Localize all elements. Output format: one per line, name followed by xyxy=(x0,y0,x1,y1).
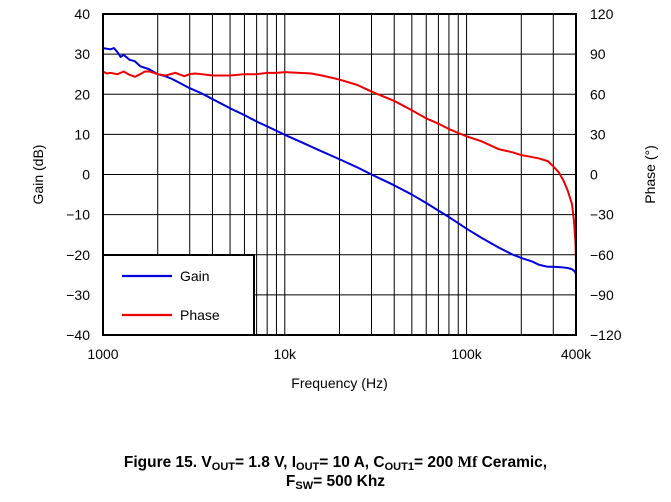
caption-line-2-part: SW xyxy=(295,480,314,492)
y-tick-label: −40 xyxy=(66,327,90,343)
legend-phase-label: Phase xyxy=(180,307,220,323)
caption-line-2-part: = 500 Khz xyxy=(313,473,386,490)
figure-caption-line-2: FSW= 500 Khz xyxy=(0,472,671,492)
y-tick-label: 30 xyxy=(74,46,90,62)
caption-line-2-part: F xyxy=(285,473,296,490)
series-line-phase xyxy=(102,70,577,262)
y-tick-label: 0 xyxy=(82,167,90,183)
plot-frame xyxy=(102,13,577,336)
bode-plot: 1000 10k 100k 400k 40 30 20 10 0 −10 −20 −30 −40 120 9… xyxy=(30,6,658,391)
caption-line-1-part: Ceramic, xyxy=(477,454,548,471)
caption-line-1-part: Figure 15. V xyxy=(123,454,212,471)
legend-box xyxy=(102,254,255,336)
y-tick-label: 20 xyxy=(74,86,90,102)
series-line-gain xyxy=(102,47,577,276)
caption-line-1-part: OUT1 xyxy=(384,461,414,473)
caption-line-1-part: OUT xyxy=(296,461,320,473)
y2-tick-label: −60 xyxy=(590,247,614,263)
y2-axis-title: Phase (°) xyxy=(642,145,658,204)
x-tick-label: 10k xyxy=(273,346,297,362)
y2-tick-label: 0 xyxy=(590,167,598,183)
x-axis-title: Frequency (Hz) xyxy=(291,375,387,391)
y2-tick-label: 90 xyxy=(590,46,606,62)
legend-gain-label: Gain xyxy=(180,268,210,284)
y-tick-label: −20 xyxy=(66,247,90,263)
y2-tick-label: −30 xyxy=(590,207,614,223)
caption-line-1-part: Mf xyxy=(457,454,478,471)
caption-line-1-part: = 1.8 V, I xyxy=(235,454,297,471)
x-tick-label: 1000 xyxy=(87,346,118,362)
y2-tick-label: 30 xyxy=(590,126,606,142)
y2-tick-label: 120 xyxy=(590,6,614,22)
series-lines xyxy=(102,47,577,276)
caption-line-1-part: = 200 xyxy=(413,454,458,471)
y2-tick-label: −90 xyxy=(590,287,614,303)
y-axis-title: Gain (dB) xyxy=(30,145,46,205)
caption-line-1-part: = 10 A, C xyxy=(319,454,385,471)
tick-labels: 1000 10k 100k 400k 40 30 20 10 0 −10 −20 −30 −40 120 9… xyxy=(66,6,621,362)
caption-line-1-part: OUT xyxy=(211,461,235,473)
y-tick-label: −10 xyxy=(66,207,90,223)
y-tick-label: 40 xyxy=(74,6,90,22)
y2-tick-label: 60 xyxy=(590,86,606,102)
figure-caption-line-1: Figure 15. VOUT= 1.8 V, IOUT= 10 A, COUT… xyxy=(0,453,671,473)
y-tick-label: 10 xyxy=(74,126,90,142)
y-tick-label: −30 xyxy=(66,287,90,303)
y2-tick-label: −120 xyxy=(590,327,622,343)
legend: Gain Phase xyxy=(102,254,255,336)
x-tick-label: 400k xyxy=(561,346,592,362)
x-tick-label: 100k xyxy=(451,346,482,362)
